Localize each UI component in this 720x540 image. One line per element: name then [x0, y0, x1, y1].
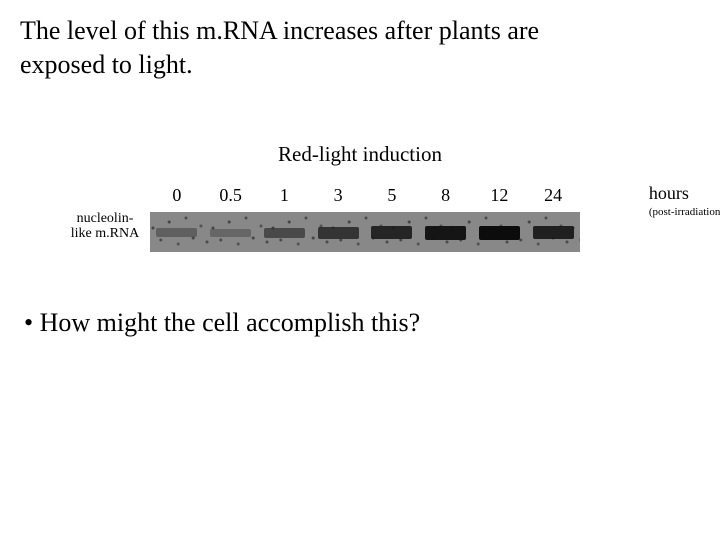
timepoint-label: 24: [526, 185, 580, 206]
question-text: • How might the cell accomplish this?: [24, 308, 700, 338]
gel-band: [533, 226, 574, 239]
intro-text: The level of this m.RNA increases after …: [20, 14, 700, 82]
timepoint-labels: 00.513581224: [150, 185, 580, 206]
row-label-line2: like m.RNA: [71, 226, 139, 241]
x-unit-sub: (post-irradiation): [649, 206, 720, 218]
gel-image: [150, 212, 580, 252]
timepoint-label: 0: [150, 185, 204, 206]
gel-band: [371, 226, 412, 239]
figure-red-light-induction: Red-light induction nucleolin- like m.RN…: [60, 142, 660, 252]
gel-band: [425, 226, 466, 240]
timepoint-label: 0.5: [204, 185, 258, 206]
gel-band: [210, 229, 251, 237]
row-label: nucleolin- like m.RNA: [60, 185, 150, 242]
row-label-line1: nucleolin-: [77, 211, 134, 226]
gel-band: [156, 228, 197, 237]
gel-band: [318, 227, 359, 239]
x-axis-unit: hours (post-irradiation): [649, 183, 720, 218]
timepoint-label: 3: [311, 185, 365, 206]
timepoint-label: 5: [365, 185, 419, 206]
timepoint-label: 12: [473, 185, 527, 206]
intro-line1: The level of this m.RNA increases after …: [20, 16, 539, 45]
intro-line2: exposed to light.: [20, 50, 193, 79]
gel-band: [264, 228, 305, 238]
gel-band: [479, 226, 520, 240]
x-unit-text: hours: [649, 183, 720, 204]
timepoint-label: 8: [419, 185, 473, 206]
timepoint-label: 1: [258, 185, 312, 206]
figure-title: Red-light induction: [60, 142, 660, 167]
